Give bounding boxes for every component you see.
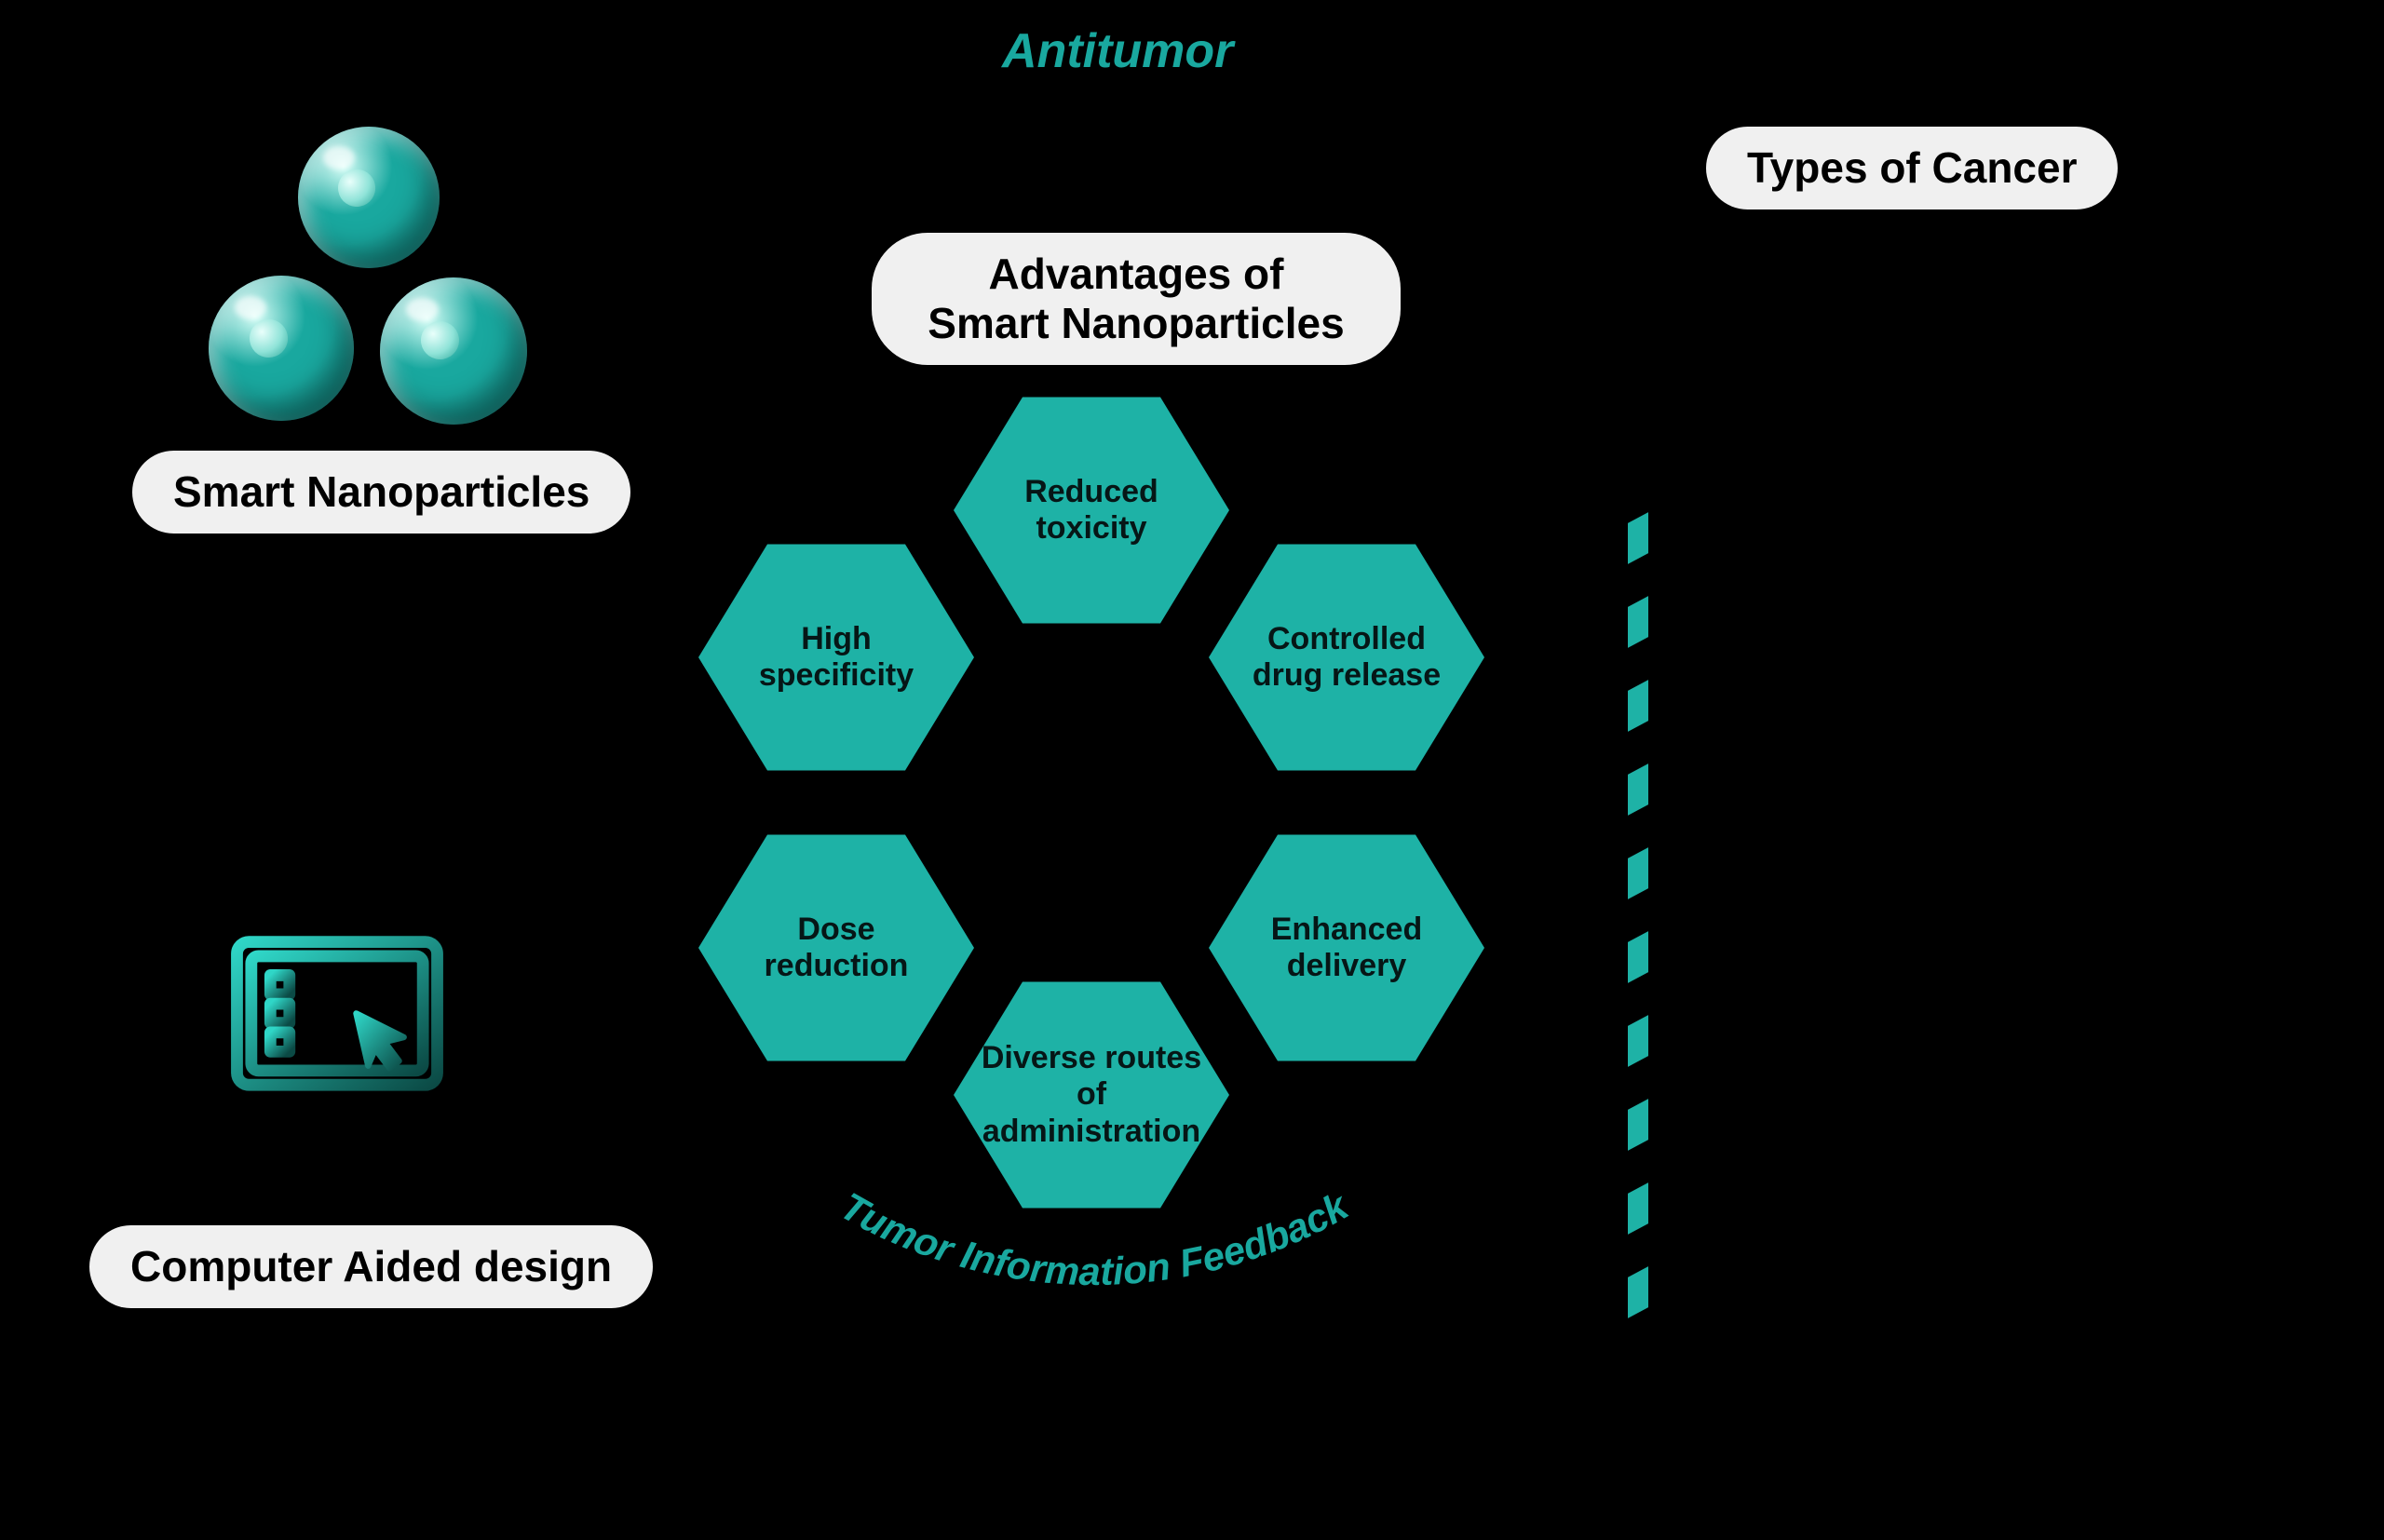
hexagon-item: High specificity (698, 534, 974, 780)
top-arc-label: Antitumor (1002, 23, 1233, 79)
hexagon-label: Reduced toxicity (954, 474, 1229, 547)
nanoparticles-pill: Smart Nanoparticles (132, 451, 630, 534)
dash-segment (1628, 763, 1648, 816)
diagram-stage: Antitumor Advantages ofSmart Nanoparticl… (0, 0, 2384, 1540)
hexagon-item: Controlled drug release (1209, 534, 1484, 780)
hexagon-label: High specificity (698, 621, 974, 694)
dash-segment (1628, 512, 1648, 564)
dash-segment (1628, 1015, 1648, 1067)
nanoparticle-sphere (380, 277, 527, 425)
hexagon-label: Enhanced delivery (1209, 912, 1484, 984)
hexagon-item: Dose reduction (698, 825, 974, 1071)
hexagon-item: Reduced toxicity (954, 387, 1229, 633)
hexagon-item: Enhanced delivery (1209, 825, 1484, 1071)
bottom-arc-label: Tumor Information Feedback (717, 1210, 1471, 1397)
dash-segment (1628, 847, 1648, 899)
nanoparticle-sphere (209, 276, 354, 421)
dash-segment (1628, 596, 1648, 648)
hexagon-item: Diverse routes of administration (954, 972, 1229, 1218)
dash-segment (1628, 680, 1648, 732)
hexagon-label: Controlled drug release (1209, 621, 1484, 694)
dashed-divider (1628, 518, 1648, 1356)
cancer-types-pill: Types of Cancer (1706, 127, 2118, 209)
cad-pill: Computer Aided design (89, 1225, 653, 1308)
dash-segment (1628, 931, 1648, 983)
dash-segment (1628, 1099, 1648, 1151)
center-pill-advantages: Advantages ofSmart Nanoparticles (872, 233, 1401, 365)
hexagon-label: Diverse routes of administration (954, 1040, 1229, 1149)
hexagon-label: Dose reduction (698, 912, 974, 984)
computer-monitor-icon (218, 918, 456, 1156)
nanoparticle-sphere (298, 127, 440, 268)
dash-segment (1628, 1266, 1648, 1318)
dash-segment (1628, 1182, 1648, 1235)
